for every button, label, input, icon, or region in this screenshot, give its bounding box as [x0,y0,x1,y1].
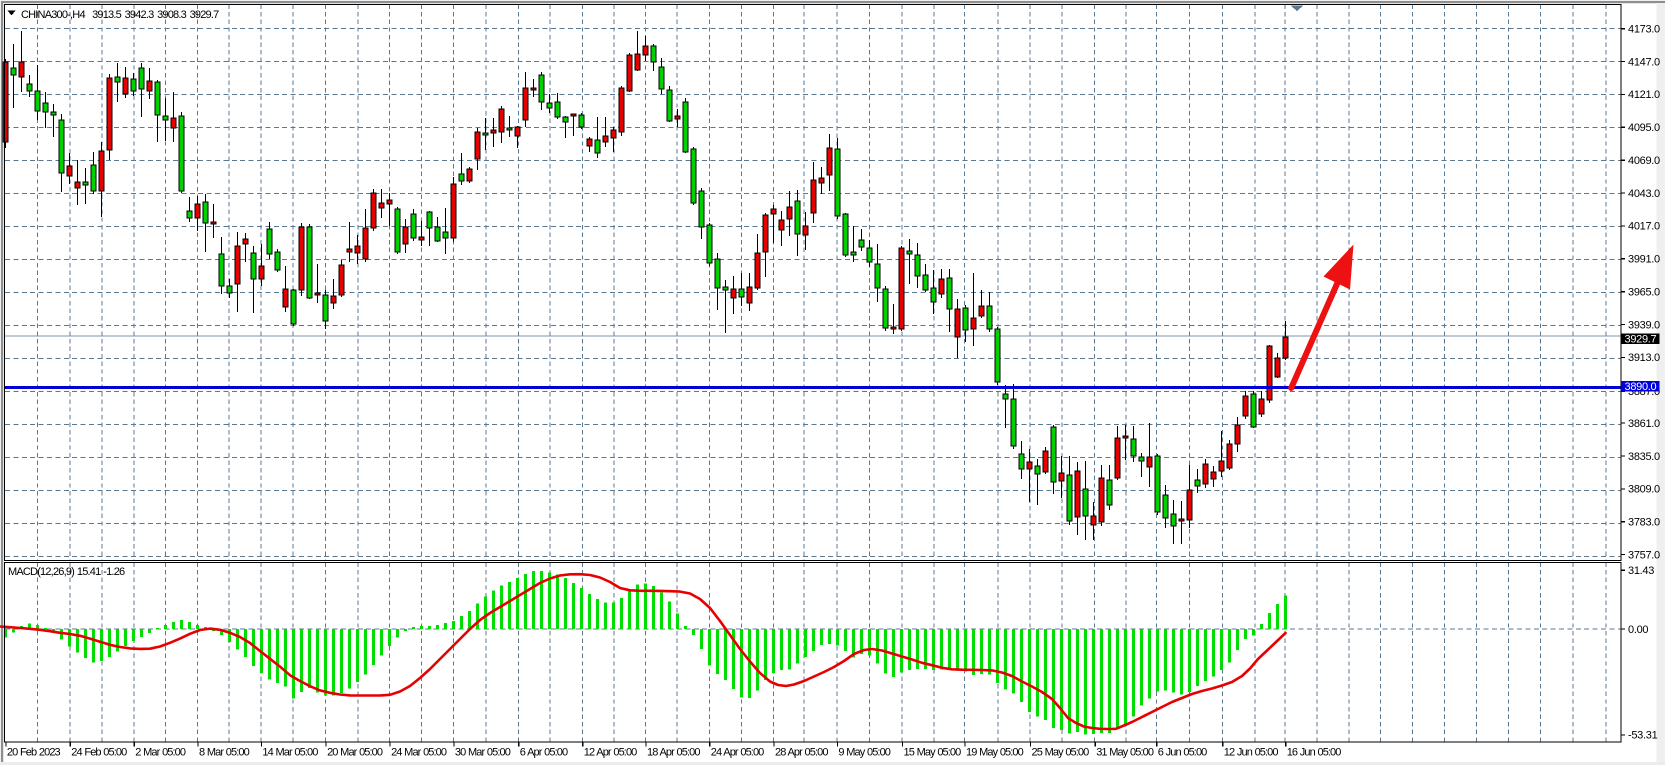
svg-text:3861.0: 3861.0 [1628,418,1660,430]
svg-text:3783.0: 3783.0 [1628,517,1660,529]
svg-text:9 May 05:00: 9 May 05:00 [838,747,890,759]
svg-text:MACD(12,26,9) 15.41 -1.26: MACD(12,26,9) 15.41 -1.26 [8,566,125,578]
svg-text:3757.0: 3757.0 [1628,549,1660,561]
svg-text:4069.0: 4069.0 [1628,155,1660,167]
svg-text:31 May 05:00: 31 May 05:00 [1096,747,1154,759]
svg-text:3929.7: 3929.7 [1625,333,1657,345]
svg-text:12 Jun 05:00: 12 Jun 05:00 [1224,747,1279,759]
svg-text:18 Apr 05:00: 18 Apr 05:00 [647,747,700,759]
svg-text:4095.0: 4095.0 [1628,122,1660,134]
svg-text:3809.0: 3809.0 [1628,484,1660,496]
svg-text:-53.31: -53.31 [1628,730,1658,742]
svg-text:3835.0: 3835.0 [1628,451,1660,463]
svg-text:30 Mar 05:00: 30 Mar 05:00 [455,747,511,759]
svg-text:CHINA300-,H4 3913.5 3942.3 39: CHINA300-,H4 3913.5 3942.3 3908.3 3929.7 [21,9,219,21]
svg-text:3939.0: 3939.0 [1628,319,1660,331]
svg-text:4173.0: 4173.0 [1628,24,1660,36]
svg-text:20 Feb 2023: 20 Feb 2023 [7,747,61,759]
svg-text:24 Apr 05:00: 24 Apr 05:00 [711,747,764,759]
svg-text:19 May 05:00: 19 May 05:00 [966,747,1024,759]
svg-text:4017.0: 4017.0 [1628,221,1660,233]
svg-text:4121.0: 4121.0 [1628,89,1660,101]
svg-text:4043.0: 4043.0 [1628,188,1660,200]
svg-text:31.43: 31.43 [1628,565,1654,577]
svg-text:15 May 05:00: 15 May 05:00 [904,747,962,759]
svg-text:12 Apr 05:00: 12 Apr 05:00 [584,747,637,759]
svg-text:24 Mar 05:00: 24 Mar 05:00 [391,747,447,759]
svg-text:0.00: 0.00 [1628,624,1648,636]
svg-text:6 Apr 05:00: 6 Apr 05:00 [520,747,568,759]
svg-text:8 Mar 05:00: 8 Mar 05:00 [199,747,250,759]
svg-text:3890.0: 3890.0 [1625,381,1657,393]
svg-text:25 May 05:00: 25 May 05:00 [1032,747,1090,759]
svg-text:16 Jun 05:00: 16 Jun 05:00 [1287,747,1342,759]
svg-text:24 Feb 05:00: 24 Feb 05:00 [71,747,127,759]
svg-text:3965.0: 3965.0 [1628,287,1660,299]
svg-text:14 Mar 05:00: 14 Mar 05:00 [262,747,318,759]
svg-text:3913.0: 3913.0 [1628,352,1660,364]
svg-text:6 Jun 05:00: 6 Jun 05:00 [1158,747,1207,759]
svg-text:2 Mar 05:00: 2 Mar 05:00 [135,747,186,759]
svg-text:4147.0: 4147.0 [1628,56,1660,68]
svg-text:20 Mar 05:00: 20 Mar 05:00 [327,747,383,759]
svg-text:28 Apr 05:00: 28 Apr 05:00 [775,747,828,759]
svg-text:3991.0: 3991.0 [1628,254,1660,266]
